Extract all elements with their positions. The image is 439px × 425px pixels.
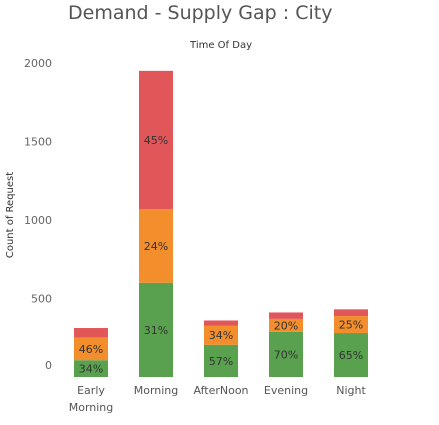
bar-data-label: 46%: [79, 343, 103, 356]
x-tick-label: Early: [77, 384, 105, 397]
y-tick-label: 500: [31, 293, 52, 306]
bar-segment: [204, 344, 238, 377]
bar-data-label: 70%: [274, 348, 298, 361]
column-header-label: Time Of Day: [189, 40, 252, 51]
chart-title: Demand - Supply Gap : City: [68, 2, 333, 24]
bar-data-label: 25%: [339, 319, 363, 332]
bar-segment: [139, 70, 173, 210]
bar-segment: [204, 325, 238, 345]
y-tick-label: 2000: [24, 57, 52, 70]
x-tick-label: Night: [336, 384, 366, 397]
bar-segment: [334, 316, 368, 334]
bar-segment: [334, 333, 368, 377]
y-tick-label: 0: [45, 359, 52, 372]
bar-segment: [74, 360, 108, 377]
y-axis-title: Count of Request: [5, 172, 16, 258]
bar-data-label: 45%: [144, 134, 168, 147]
x-axis: Early Morning Morning AfterNoon Evening Night: [69, 384, 367, 414]
bar-data-label: 65%: [339, 349, 363, 362]
x-tick-label: Morning: [134, 384, 179, 397]
y-tick-label: 1000: [24, 214, 52, 227]
bar-data-label: 31%: [144, 324, 168, 337]
y-tick-label: 1500: [24, 136, 52, 149]
x-tick-label: AfterNoon: [193, 384, 248, 397]
bar-segment: [334, 309, 368, 317]
bar-segment: [269, 318, 303, 332]
bar-segment: [74, 337, 108, 361]
x-tick-label: Evening: [264, 384, 308, 397]
bar-data-label: 57%: [209, 355, 233, 368]
bar-segment: [204, 320, 238, 326]
bar-segment: [74, 328, 108, 338]
bars-group: 34% 46% 31% 24% 45% 57% 34% 70% 20% 65% 25%: [74, 70, 368, 377]
bar-segment: [269, 331, 303, 377]
x-tick-label: Morning: [69, 401, 114, 414]
bar-segment: [139, 209, 173, 283]
bar-data-label: 20%: [274, 319, 298, 332]
bar-segment: [139, 282, 173, 377]
bar-data-label: 34%: [209, 329, 233, 342]
bar-segment: [269, 312, 303, 319]
bar-data-label: 34%: [79, 363, 103, 376]
bar-data-label: 24%: [144, 240, 168, 253]
y-axis: 0 500 1000 1500 2000: [24, 57, 52, 372]
